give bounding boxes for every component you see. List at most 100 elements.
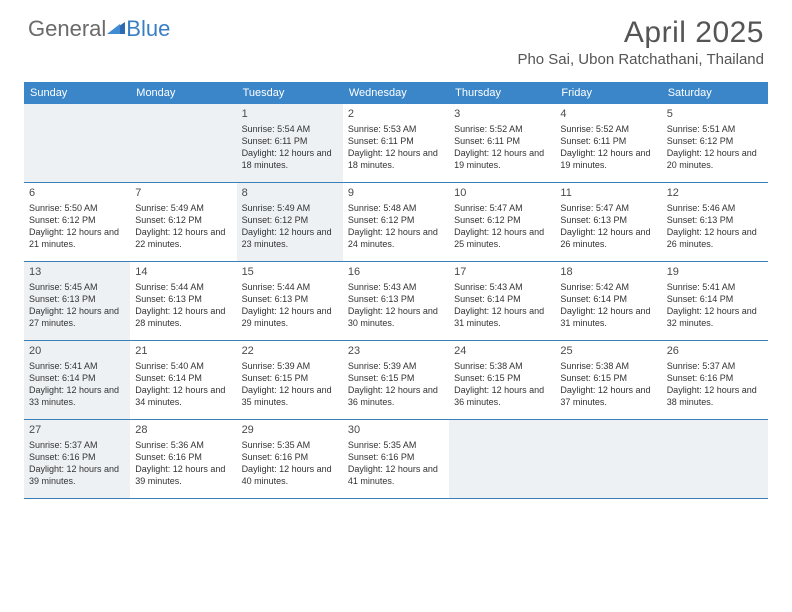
sunset-line: Sunset: 6:11 PM [242, 135, 338, 147]
daylight-line: Daylight: 12 hours and 26 minutes. [667, 226, 763, 250]
sunrise-line: Sunrise: 5:54 AM [242, 123, 338, 135]
title-block: April 2025 Pho Sai, Ubon Ratchathani, Th… [517, 16, 764, 68]
daylight-line: Daylight: 12 hours and 26 minutes. [560, 226, 656, 250]
day-cell: 17Sunrise: 5:43 AMSunset: 6:14 PMDayligh… [449, 262, 555, 340]
sunrise-line: Sunrise: 5:38 AM [454, 360, 550, 372]
day-cell [130, 104, 236, 182]
sunrise-line: Sunrise: 5:38 AM [560, 360, 656, 372]
day-cell: 29Sunrise: 5:35 AMSunset: 6:16 PMDayligh… [237, 420, 343, 498]
day-cell: 6Sunrise: 5:50 AMSunset: 6:12 PMDaylight… [24, 183, 130, 261]
sunrise-line: Sunrise: 5:37 AM [29, 439, 125, 451]
day-cell [662, 420, 768, 498]
daylight-line: Daylight: 12 hours and 39 minutes. [135, 463, 231, 487]
sunrise-line: Sunrise: 5:43 AM [454, 281, 550, 293]
day-cell: 7Sunrise: 5:49 AMSunset: 6:12 PMDaylight… [130, 183, 236, 261]
sunrise-line: Sunrise: 5:39 AM [348, 360, 444, 372]
day-number: 2 [348, 107, 444, 122]
day-cell: 4Sunrise: 5:52 AMSunset: 6:11 PMDaylight… [555, 104, 661, 182]
sunset-line: Sunset: 6:13 PM [135, 293, 231, 305]
sunrise-line: Sunrise: 5:48 AM [348, 202, 444, 214]
daylight-line: Daylight: 12 hours and 18 minutes. [348, 147, 444, 171]
day-cell: 26Sunrise: 5:37 AMSunset: 6:16 PMDayligh… [662, 341, 768, 419]
sunset-line: Sunset: 6:13 PM [560, 214, 656, 226]
sunset-line: Sunset: 6:15 PM [242, 372, 338, 384]
day-cell: 5Sunrise: 5:51 AMSunset: 6:12 PMDaylight… [662, 104, 768, 182]
daylight-line: Daylight: 12 hours and 31 minutes. [454, 305, 550, 329]
sunset-line: Sunset: 6:11 PM [454, 135, 550, 147]
sunset-line: Sunset: 6:16 PM [135, 451, 231, 463]
day-cell: 1Sunrise: 5:54 AMSunset: 6:11 PMDaylight… [237, 104, 343, 182]
day-number: 10 [454, 186, 550, 201]
sunset-line: Sunset: 6:12 PM [454, 214, 550, 226]
day-cell: 10Sunrise: 5:47 AMSunset: 6:12 PMDayligh… [449, 183, 555, 261]
weekday-header: Friday [555, 82, 661, 104]
sunrise-line: Sunrise: 5:35 AM [242, 439, 338, 451]
sunset-line: Sunset: 6:14 PM [135, 372, 231, 384]
sunrise-line: Sunrise: 5:39 AM [242, 360, 338, 372]
day-cell: 27Sunrise: 5:37 AMSunset: 6:16 PMDayligh… [24, 420, 130, 498]
day-number: 29 [242, 423, 338, 438]
daylight-line: Daylight: 12 hours and 37 minutes. [560, 384, 656, 408]
sunrise-line: Sunrise: 5:47 AM [454, 202, 550, 214]
sunrise-line: Sunrise: 5:37 AM [667, 360, 763, 372]
day-cell: 25Sunrise: 5:38 AMSunset: 6:15 PMDayligh… [555, 341, 661, 419]
day-cell: 16Sunrise: 5:43 AMSunset: 6:13 PMDayligh… [343, 262, 449, 340]
day-cell [24, 104, 130, 182]
day-number: 12 [667, 186, 763, 201]
sunrise-line: Sunrise: 5:41 AM [667, 281, 763, 293]
sunset-line: Sunset: 6:14 PM [454, 293, 550, 305]
day-number: 20 [29, 344, 125, 359]
sunset-line: Sunset: 6:15 PM [560, 372, 656, 384]
sunrise-line: Sunrise: 5:35 AM [348, 439, 444, 451]
sunset-line: Sunset: 6:13 PM [348, 293, 444, 305]
day-number: 28 [135, 423, 231, 438]
day-cell: 12Sunrise: 5:46 AMSunset: 6:13 PMDayligh… [662, 183, 768, 261]
sunrise-line: Sunrise: 5:41 AM [29, 360, 125, 372]
sunset-line: Sunset: 6:14 PM [667, 293, 763, 305]
day-cell: 28Sunrise: 5:36 AMSunset: 6:16 PMDayligh… [130, 420, 236, 498]
daylight-line: Daylight: 12 hours and 20 minutes. [667, 147, 763, 171]
daylight-line: Daylight: 12 hours and 36 minutes. [454, 384, 550, 408]
daylight-line: Daylight: 12 hours and 41 minutes. [348, 463, 444, 487]
daylight-line: Daylight: 12 hours and 27 minutes. [29, 305, 125, 329]
daylight-line: Daylight: 12 hours and 38 minutes. [667, 384, 763, 408]
sunset-line: Sunset: 6:14 PM [29, 372, 125, 384]
day-number: 30 [348, 423, 444, 438]
daylight-line: Daylight: 12 hours and 21 minutes. [29, 226, 125, 250]
daylight-line: Daylight: 12 hours and 18 minutes. [242, 147, 338, 171]
weekday-header: Thursday [449, 82, 555, 104]
weekday-header: Monday [130, 82, 236, 104]
day-cell [555, 420, 661, 498]
day-cell: 23Sunrise: 5:39 AMSunset: 6:15 PMDayligh… [343, 341, 449, 419]
day-number: 16 [348, 265, 444, 280]
sunrise-line: Sunrise: 5:36 AM [135, 439, 231, 451]
sunrise-line: Sunrise: 5:53 AM [348, 123, 444, 135]
week-row: 20Sunrise: 5:41 AMSunset: 6:14 PMDayligh… [24, 341, 768, 420]
day-cell [449, 420, 555, 498]
sunset-line: Sunset: 6:12 PM [135, 214, 231, 226]
sunset-line: Sunset: 6:15 PM [348, 372, 444, 384]
weekday-header: Saturday [662, 82, 768, 104]
sunrise-line: Sunrise: 5:49 AM [242, 202, 338, 214]
logo-triangle-icon [107, 14, 125, 40]
header: General Blue April 2025 Pho Sai, Ubon Ra… [0, 0, 792, 74]
sunset-line: Sunset: 6:16 PM [29, 451, 125, 463]
sunrise-line: Sunrise: 5:52 AM [560, 123, 656, 135]
location-text: Pho Sai, Ubon Ratchathani, Thailand [517, 51, 764, 68]
day-number: 13 [29, 265, 125, 280]
sunrise-line: Sunrise: 5:50 AM [29, 202, 125, 214]
daylight-line: Daylight: 12 hours and 25 minutes. [454, 226, 550, 250]
daylight-line: Daylight: 12 hours and 22 minutes. [135, 226, 231, 250]
day-number: 22 [242, 344, 338, 359]
daylight-line: Daylight: 12 hours and 40 minutes. [242, 463, 338, 487]
sunset-line: Sunset: 6:16 PM [667, 372, 763, 384]
day-number: 25 [560, 344, 656, 359]
day-number: 8 [242, 186, 338, 201]
sunset-line: Sunset: 6:13 PM [242, 293, 338, 305]
daylight-line: Daylight: 12 hours and 39 minutes. [29, 463, 125, 487]
week-row: 1Sunrise: 5:54 AMSunset: 6:11 PMDaylight… [24, 104, 768, 183]
day-number: 7 [135, 186, 231, 201]
day-number: 17 [454, 265, 550, 280]
day-cell: 22Sunrise: 5:39 AMSunset: 6:15 PMDayligh… [237, 341, 343, 419]
day-cell: 13Sunrise: 5:45 AMSunset: 6:13 PMDayligh… [24, 262, 130, 340]
